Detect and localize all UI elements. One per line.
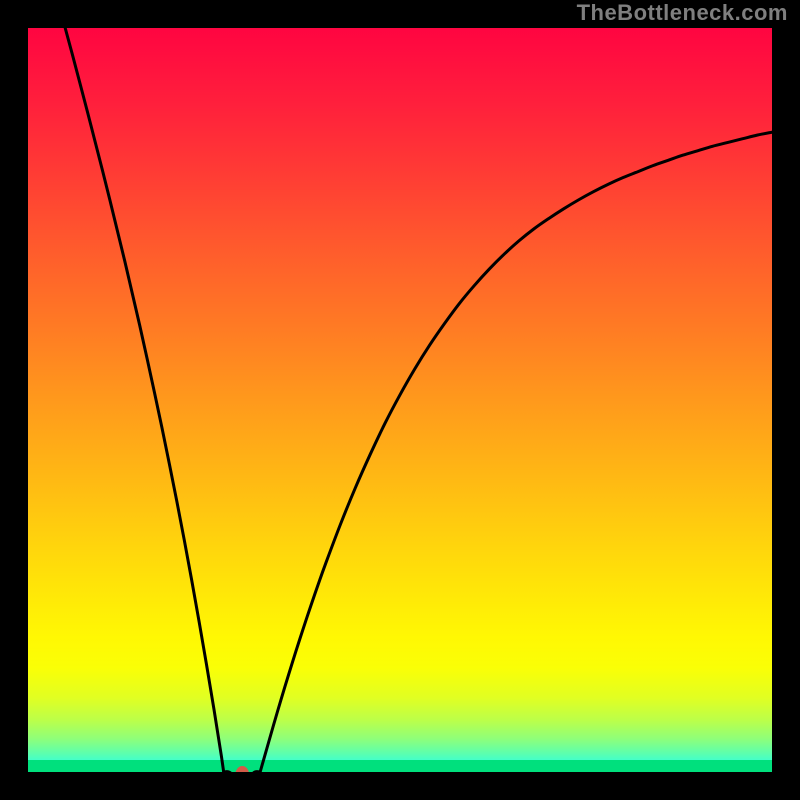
bottleneck-chart — [0, 0, 800, 800]
chart-frame: TheBottleneck.com — [0, 0, 800, 800]
watermark-label: TheBottleneck.com — [577, 0, 788, 26]
